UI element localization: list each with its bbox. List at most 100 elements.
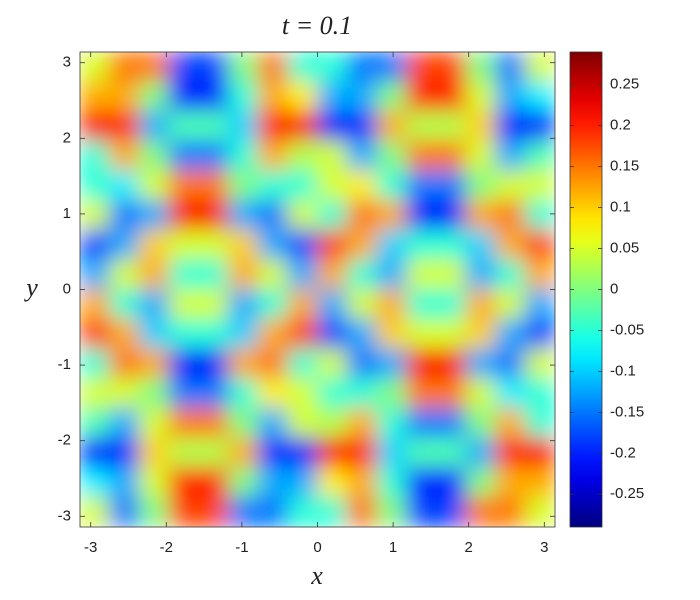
heatmap-cell [406, 229, 437, 261]
heatmap-cell [80, 378, 111, 409]
heatmap-cell [376, 81, 408, 112]
colorbar-tick-label: 0.05 [610, 240, 639, 257]
heatmap-cell [287, 170, 318, 201]
heatmap-cell [109, 378, 140, 409]
colorbar-tick-label: -0.25 [610, 485, 644, 502]
heatmap-cell [435, 140, 467, 172]
heatmap-cell [109, 496, 140, 527]
heatmap-cell [376, 407, 408, 439]
heatmap-cell [257, 52, 289, 83]
heatmap-cell [198, 259, 229, 290]
colorbar-tick-label: 0.15 [610, 158, 639, 175]
colorbar-tick-label: -0.05 [610, 321, 644, 338]
heatmap-cell [317, 81, 348, 112]
heatmap-cell [376, 140, 408, 172]
heatmap-cell [435, 110, 467, 142]
heatmap-cell [524, 407, 555, 439]
colorbar-tick-label: -0.15 [610, 403, 644, 420]
heatmap-cell [198, 199, 229, 231]
colorbar-tick-label: 0.2 [610, 117, 631, 134]
heatmap-cell [257, 170, 289, 201]
heatmap-cell [80, 229, 111, 261]
heatmap-cell [495, 81, 526, 112]
heatmap-cell [168, 170, 200, 201]
heatmap-cell [406, 259, 437, 290]
heatmap-cell [138, 289, 170, 320]
plot-area [80, 52, 555, 527]
heatmap-cell [198, 437, 229, 469]
heatmap-cell [465, 289, 497, 320]
heatmap-cell [168, 407, 200, 439]
heatmap-cell [317, 437, 348, 469]
heatmap-cell [524, 348, 555, 380]
y-axis-label: y [23, 273, 38, 302]
heatmap-cell [317, 496, 348, 527]
heatmap-cell [376, 229, 408, 261]
heatmap-cell [495, 348, 526, 380]
heatmap-cell [80, 199, 111, 231]
heatmap-cell [465, 378, 497, 409]
heatmap-cell [227, 496, 259, 527]
heatmap-cell [138, 170, 170, 201]
heatmap-cell [317, 140, 348, 172]
heatmap-cell [80, 170, 111, 201]
heatmap-cell [227, 170, 259, 201]
heatmap-cell [168, 229, 200, 261]
heatmap-cell [406, 170, 437, 201]
heatmap-cell [406, 199, 437, 231]
heatmap-cell [80, 348, 111, 380]
heatmap-cell [406, 437, 437, 469]
heatmap-cell [524, 52, 555, 83]
heatmap-cell [257, 496, 289, 527]
heatmap-cell [80, 110, 111, 142]
heatmap-cell [287, 467, 318, 498]
heatmap-cell [257, 348, 289, 380]
heatmap-cell [524, 289, 555, 320]
heatmap-cell [435, 378, 467, 409]
heatmap-cell [435, 437, 467, 469]
heatmap-cell [406, 407, 437, 439]
heatmap-cell [109, 81, 140, 112]
heatmap-cell [376, 496, 408, 527]
heatmap-cell [524, 170, 555, 201]
heatmap-cell [80, 52, 111, 83]
heatmap-cell [346, 110, 378, 142]
heatmap-cell [168, 259, 200, 290]
heatmap-cell [80, 81, 111, 112]
heatmap-cell [227, 467, 259, 498]
heatmap-cell [287, 81, 318, 112]
heatmap-cell [287, 52, 318, 83]
heatmap-cell [109, 140, 140, 172]
heatmap-cell [524, 318, 555, 350]
heatmap-cell [524, 110, 555, 142]
heatmap-cell [198, 348, 229, 380]
heatmap-cell [109, 259, 140, 290]
heatmap-cell [287, 496, 318, 527]
heatmap-cell [80, 437, 111, 469]
heatmap-cell [138, 467, 170, 498]
heatmap-cell [376, 318, 408, 350]
heatmap-cell [346, 170, 378, 201]
heatmap-cell [138, 229, 170, 261]
heatmap-cell [109, 407, 140, 439]
heatmap-cell [287, 140, 318, 172]
heatmap-cell [109, 348, 140, 380]
heatmap-cell [198, 467, 229, 498]
heatmap-cell [495, 229, 526, 261]
heatmap-cell [227, 199, 259, 231]
heatmap-cell [257, 259, 289, 290]
heatmap-cell [227, 52, 259, 83]
heatmap-cell [406, 140, 437, 172]
heatmap-cell [524, 81, 555, 112]
heatmap-cell [376, 259, 408, 290]
heatmap-cell [376, 170, 408, 201]
y-tick-label: -3 [58, 507, 71, 524]
heatmap-cell [406, 378, 437, 409]
x-tick-label: -2 [160, 539, 173, 556]
heatmap-cell [227, 110, 259, 142]
heatmap-cell [198, 407, 229, 439]
heatmap-cell [435, 52, 467, 83]
heatmap-cell [495, 199, 526, 231]
heatmap-cell [346, 289, 378, 320]
heatmap-cell [465, 348, 497, 380]
